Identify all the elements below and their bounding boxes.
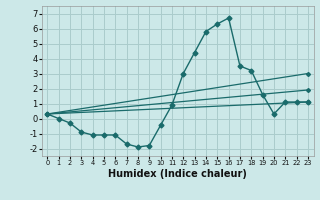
- X-axis label: Humidex (Indice chaleur): Humidex (Indice chaleur): [108, 169, 247, 179]
